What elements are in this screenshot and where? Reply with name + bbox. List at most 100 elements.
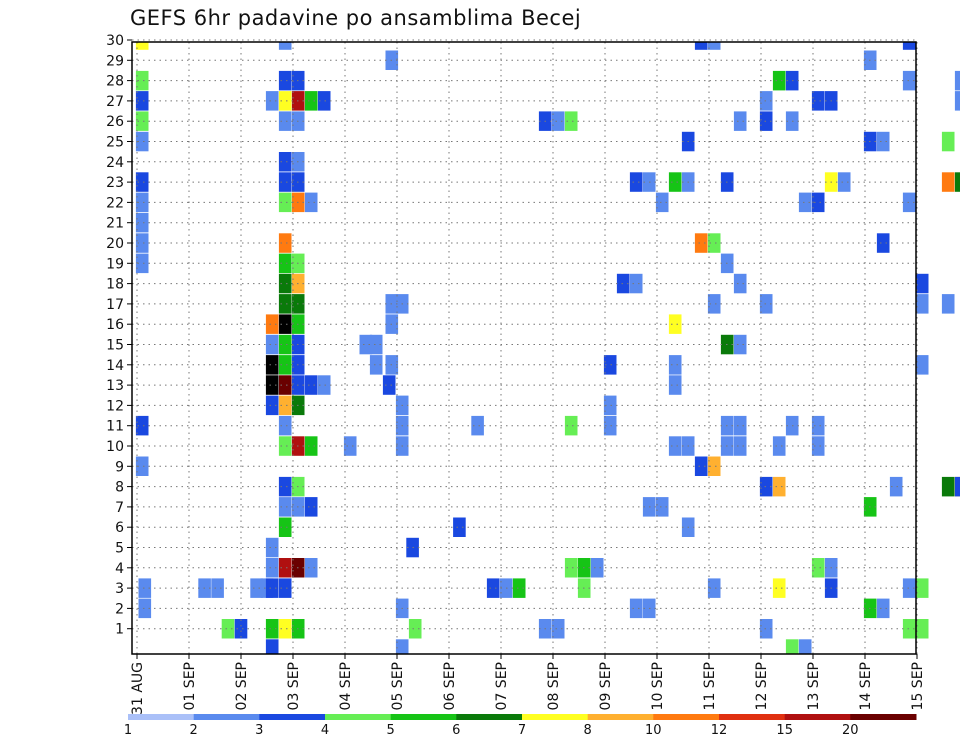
heatmap-cell — [278, 395, 292, 416]
y-tick-label: 28 — [106, 74, 124, 90]
heatmap-cell — [135, 212, 149, 233]
heatmap-cell — [304, 558, 318, 578]
heatmap-cell — [603, 415, 617, 436]
y-tick-label: 20 — [106, 236, 124, 252]
heatmap-cell — [265, 639, 279, 655]
heatmap-cell — [837, 172, 851, 192]
heatmap-cell — [304, 436, 318, 456]
heatmap-cell — [902, 619, 916, 639]
heatmap-cell — [941, 172, 955, 192]
y-tick-label: 21 — [106, 216, 124, 232]
y-tick-label: 6 — [115, 520, 124, 536]
heatmap-cell — [954, 172, 960, 192]
heatmap-cell — [278, 192, 292, 213]
y-tick-label: 22 — [106, 195, 124, 211]
heatmap-cell — [941, 476, 955, 497]
heatmap-cell — [954, 476, 960, 497]
heatmap-cell — [915, 294, 929, 314]
heatmap-cell — [486, 578, 500, 598]
heatmap-cell — [343, 436, 357, 456]
y-tick-label: 10 — [106, 439, 124, 455]
heatmap-cell — [564, 111, 578, 131]
heatmap-cell — [304, 497, 318, 517]
heatmap-cell — [278, 294, 292, 314]
heatmap-cell — [265, 355, 279, 375]
heatmap-cell — [694, 233, 708, 253]
heatmap-cell — [135, 111, 149, 131]
y-tick-label: 3 — [115, 581, 124, 597]
y-tick-label: 1 — [115, 622, 124, 638]
colorbar-swatch — [128, 714, 195, 720]
colorbar-label: 15 — [776, 723, 793, 738]
heatmap-cell — [811, 192, 825, 213]
heatmap-cell — [278, 152, 292, 172]
heatmap-cell — [265, 558, 279, 578]
heatmap-cell — [135, 456, 149, 476]
y-tick-label: 12 — [106, 398, 124, 414]
heatmap-cell — [915, 355, 929, 375]
heatmap-cell — [668, 314, 682, 334]
heatmap-cell — [135, 91, 149, 111]
heatmap-cell — [915, 619, 929, 639]
heatmap-cell — [915, 273, 929, 294]
heatmap-cell — [629, 273, 643, 294]
heatmap-cell — [278, 233, 292, 253]
heatmap-cell — [759, 619, 773, 639]
y-tick-label: 8 — [115, 480, 124, 496]
colorbar: 1 2 3 4 5 6 7 8 10 12 15 20 — [124, 714, 917, 738]
heatmap-cell — [707, 456, 721, 476]
heatmap-cell — [551, 111, 565, 131]
heatmap-cell — [668, 355, 682, 375]
y-tick-label: 26 — [106, 114, 124, 130]
heatmap-cell — [135, 70, 149, 91]
heatmap-cell — [135, 253, 149, 274]
x-tick-label: 03 SEP — [286, 662, 302, 710]
y-tick-label: 11 — [106, 419, 124, 435]
heatmap-cell — [759, 294, 773, 314]
y-tick-label: 29 — [106, 53, 124, 69]
x-axis: 31 AUG 01 SEP 02 SEP 03 SEP 04 SEP 05 SEP 06 S… — [130, 654, 926, 715]
heatmap-cell — [889, 476, 903, 497]
heatmap-cell — [876, 598, 890, 619]
heatmap-cell — [772, 436, 786, 456]
y-tick-label: 9 — [115, 459, 124, 475]
x-tick-label: 14 SEP — [858, 662, 874, 710]
heatmap-cell — [759, 476, 773, 497]
plot-frame — [131, 41, 917, 655]
heatmap-cell — [278, 355, 292, 375]
x-tick-label: 11 SEP — [702, 662, 718, 710]
colorbar-swatch — [653, 714, 720, 720]
heatmap-cell — [278, 70, 292, 91]
heatmap-cell — [265, 375, 279, 395]
heatmap-cell — [135, 172, 149, 192]
heatmap-cell — [590, 558, 604, 578]
y-tick-label: 16 — [106, 317, 124, 333]
heatmap-cell — [278, 517, 292, 537]
colorbar-swatch — [719, 714, 786, 720]
y-tick-label: 17 — [106, 297, 124, 313]
y-tick-label: 7 — [115, 500, 124, 516]
x-tick-label: 02 SEP — [234, 662, 250, 710]
heatmap-cell — [941, 294, 955, 314]
colorbar-label: 2 — [190, 723, 198, 738]
heatmap-cell — [655, 497, 669, 517]
heatmap-cell — [265, 314, 279, 334]
colorbar-label: 8 — [584, 723, 592, 738]
colorbar-label: 1 — [124, 723, 132, 738]
colorbar-swatch — [522, 714, 589, 720]
heatmap-cell — [694, 42, 708, 50]
heatmap-cell — [668, 436, 682, 456]
heatmap-cell — [902, 192, 916, 213]
heatmap-cell — [512, 578, 526, 598]
x-tick-label: 15 SEP — [910, 662, 926, 710]
colorbar-swatch — [587, 714, 654, 720]
y-tick-label: 13 — [106, 378, 124, 394]
heatmap-cell — [759, 111, 773, 131]
heatmap-cell — [759, 91, 773, 111]
colorbar-label: 4 — [321, 723, 329, 738]
heatmap-cell — [603, 355, 617, 375]
heatmap-cell — [694, 456, 708, 476]
colorbar-label: 12 — [711, 723, 728, 738]
heatmap-cell — [278, 111, 292, 131]
